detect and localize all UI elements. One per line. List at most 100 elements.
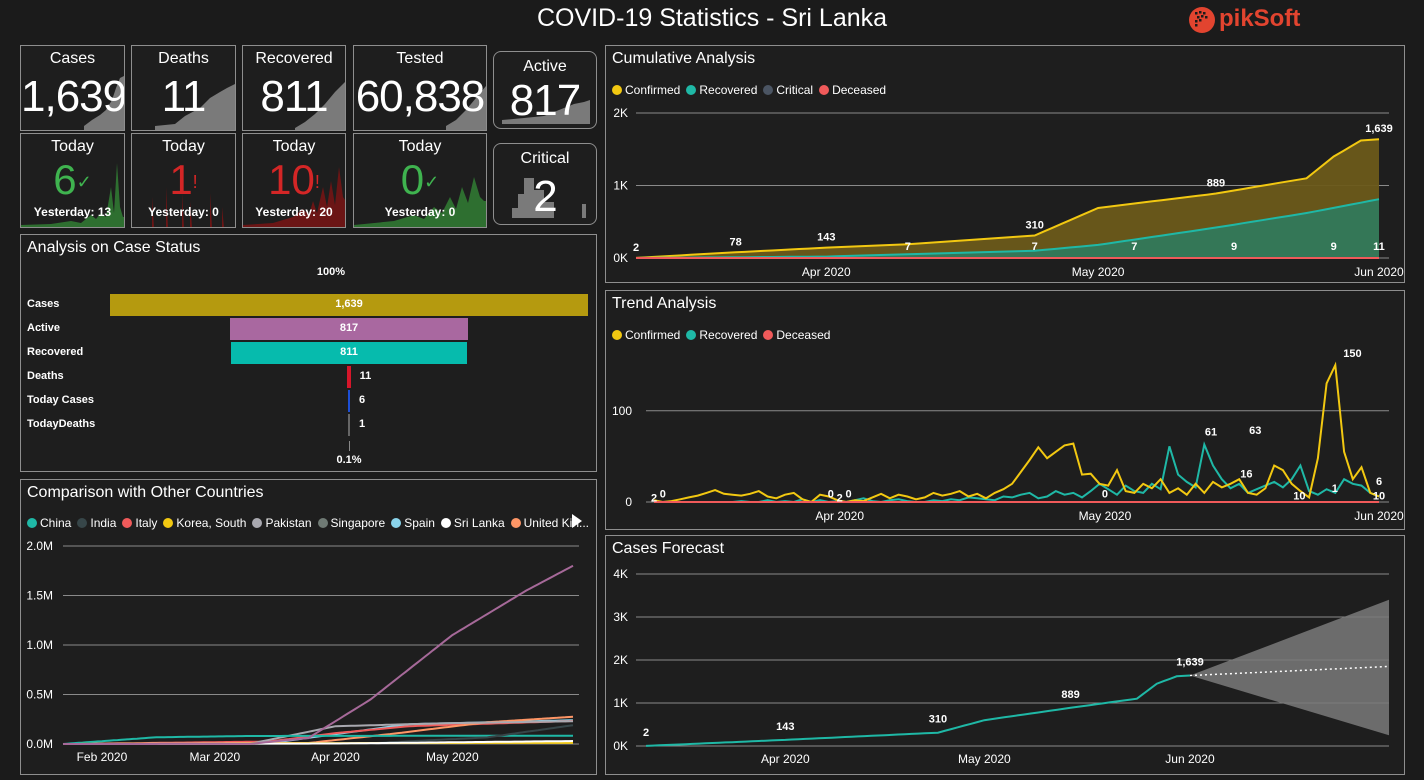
legend-dot-icon	[819, 85, 830, 95]
today-recovered-yesterday: Yesterday: 20	[255, 205, 333, 219]
trend-x-tick: Jun 2020	[1354, 509, 1404, 523]
cumulative-legend-item[interactable]: Deceased	[819, 83, 886, 97]
kpi-cases[interactable]: Cases 1,639	[20, 45, 125, 131]
countries-legend-item[interactable]: Korea, South	[163, 516, 246, 530]
trend-data-label: 0	[1102, 489, 1108, 501]
trend-legend-item[interactable]: Recovered	[686, 328, 757, 342]
forecast-y-tick: 0K	[613, 739, 628, 753]
funnel-label: TodayDeaths	[27, 418, 96, 430]
comparison-panel[interactable]: Comparison with Other Countries China Ind…	[20, 479, 597, 775]
countries-legend-item[interactable]: Italy	[122, 516, 157, 530]
forecast-x-tick: Apr 2020	[761, 752, 810, 766]
countries-legend-item[interactable]: Singapore	[317, 516, 386, 530]
funnel-label: Cases	[27, 298, 60, 310]
case-status-panel[interactable]: Analysis on Case Status 100% Cases 1,639 A…	[20, 234, 597, 472]
funnel-label: Today Cases	[27, 394, 95, 406]
case-status-bottom-pct: 0.1%	[336, 454, 362, 466]
funnel-bar[interactable]	[230, 342, 468, 364]
forecast-confidence-band	[1189, 599, 1389, 736]
kpi-active-sparkline	[502, 100, 590, 124]
trend-data-label: 16	[1240, 469, 1252, 481]
forecast-y-tick: 2K	[613, 653, 628, 667]
today-recovered-title: Today	[272, 138, 316, 155]
kpi-critical[interactable]: Critical 2	[493, 143, 597, 225]
legend-dot-icon	[391, 518, 402, 528]
kpi-tested[interactable]: Tested 60,838	[353, 45, 487, 131]
funnel-value: 1,639	[335, 298, 363, 310]
today-deaths-yesterday: Yesterday: 0	[148, 205, 219, 219]
country-line	[62, 734, 573, 745]
kpi-deaths[interactable]: Deaths 11	[131, 45, 236, 131]
comparison-x-tick: May 2020	[426, 750, 479, 764]
trend-data-label: 10	[1293, 490, 1305, 502]
forecast-x-tick: May 2020	[958, 752, 1011, 766]
cumulative-x-tick: Apr 2020	[802, 265, 851, 279]
cumulative-chart: 0K 1K 2K 2 78 143 310 889 1,639 7 7 7 9 9 11 Apr 2020 Ma…	[613, 106, 1404, 279]
legend-dot-icon	[510, 518, 521, 528]
funnel-bar[interactable]	[229, 318, 469, 340]
kpi-recovered-sparkline	[295, 82, 345, 130]
confirmed-line	[635, 138, 1380, 259]
today-tested-value-wrap: 0✓	[354, 156, 486, 204]
today-recovered-sparkline	[243, 167, 345, 227]
legend-dot-icon	[612, 330, 622, 340]
trend-data-label: 1	[1332, 483, 1338, 495]
cumulative-legend-item[interactable]: Critical	[763, 83, 813, 97]
today-cases[interactable]: Today 6✓ Yesterday: 13	[20, 133, 125, 228]
cumulative-legend-item[interactable]: Recovered	[686, 83, 757, 97]
cumulative-panel[interactable]: Cumulative Analysis Confirmed Recovered Cr…	[605, 45, 1405, 283]
today-recovered[interactable]: Today 10! Yesterday: 20	[242, 133, 346, 228]
comparison-legend: China India Italy Korea, South Pakistan Singa…	[27, 516, 595, 530]
kpi-active-title: Active	[523, 58, 567, 75]
funnel-bar[interactable]	[347, 366, 351, 388]
legend-next-icon[interactable]	[572, 514, 582, 528]
funnel-value: 817	[339, 322, 359, 334]
trend-data-label: 150	[1343, 348, 1361, 360]
legend-label: China	[40, 516, 72, 530]
trend-data-label: 61	[1205, 427, 1217, 439]
countries-legend-item[interactable]: Sri Lanka	[440, 516, 505, 530]
trend-y-tick: 0	[625, 495, 632, 509]
kpi-tested-value: 60,838	[355, 72, 486, 121]
trend-x-tick: May 2020	[1079, 509, 1132, 523]
trend-data-label: 0	[845, 489, 851, 501]
funnel-label: Recovered	[27, 346, 84, 358]
cumulative-data-label: 143	[817, 232, 835, 244]
forecast-data-label: 1,639	[1176, 657, 1204, 669]
legend-dot-icon	[686, 330, 697, 340]
forecast-y-tick: 3K	[613, 610, 628, 624]
legend-dot-icon	[763, 85, 774, 95]
legend-dot-icon	[77, 518, 88, 528]
today-deaths[interactable]: Today 1! Yesterday: 0	[131, 133, 236, 228]
funnel-value: 811	[340, 346, 358, 358]
cumulative-legend: Confirmed Recovered Critical Deceased	[612, 83, 892, 97]
trend-legend-item[interactable]: Deceased	[763, 328, 830, 342]
forecast-panel[interactable]: Cases Forecast 0K 1K 2K 3K 4K 2 143 310 889 1,639…	[605, 535, 1405, 775]
today-cases-yesterday: Yesterday: 13	[33, 205, 112, 219]
cumulative-legend-item[interactable]: Confirmed	[612, 83, 680, 97]
cumulative-deceased-label: 7	[1032, 241, 1038, 253]
today-deaths-sparkline	[152, 187, 224, 227]
kpi-recovered[interactable]: Recovered 811	[242, 45, 346, 131]
countries-legend-item[interactable]: China	[27, 516, 71, 530]
country-line	[63, 564, 574, 745]
trend-legend-item[interactable]: Confirmed	[612, 328, 680, 342]
kpi-cases-title: Cases	[49, 50, 96, 67]
funnel-bar[interactable]	[110, 294, 588, 316]
countries-legend-item[interactable]: Pakistan	[252, 516, 312, 530]
forecast-chart: 0K 1K 2K 3K 4K 2 143 310 889 1,639 Apr 2020 May 202…	[613, 567, 1390, 766]
funnel-bar[interactable]	[348, 414, 350, 436]
funnel-bar[interactable]	[348, 390, 350, 412]
trend-panel[interactable]: Trend Analysis Confirmed Recovered Decease…	[605, 290, 1405, 530]
legend-dot-icon	[27, 518, 37, 528]
cumulative-y-tick: 2K	[613, 106, 628, 120]
kpi-active[interactable]: Active 817	[493, 51, 597, 129]
cumulative-data-label: 1,639	[1365, 123, 1393, 135]
countries-legend-item[interactable]: Spain	[391, 516, 435, 530]
legend-dot-icon	[122, 518, 133, 528]
trend-title: Trend Analysis	[612, 295, 717, 312]
countries-legend-item[interactable]: India	[77, 516, 116, 530]
legend-label: Singapore	[330, 516, 386, 530]
today-tested[interactable]: Today 0✓ Yesterday: 0	[353, 133, 487, 228]
